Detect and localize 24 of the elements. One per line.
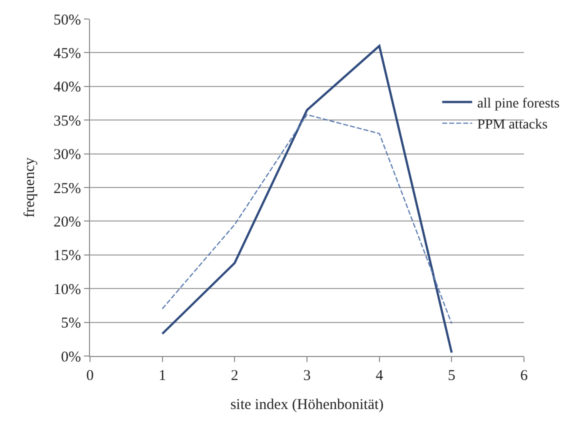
- legend-label: PPM attacks: [477, 118, 548, 133]
- y-axis-title: frequency: [22, 157, 38, 218]
- x-tick-label: 2: [230, 368, 238, 384]
- y-tick-label: 45%: [54, 46, 81, 62]
- y-tick-label: 5%: [61, 316, 81, 332]
- x-axis-title: site index (Höhenbonität): [230, 397, 384, 413]
- y-tick-label: 50%: [54, 12, 81, 28]
- y-tick-label: 35%: [54, 113, 81, 130]
- x-tick-label: 3: [303, 368, 311, 384]
- y-tick-label: 30%: [54, 147, 81, 164]
- legend-label: all pine forests: [477, 96, 560, 112]
- y-tick-label: 15%: [54, 248, 81, 264]
- x-tick-label: 4: [376, 368, 384, 384]
- x-tick-label: 1: [158, 368, 166, 384]
- x-tick-label: 5: [448, 368, 456, 384]
- y-tick-label: 20%: [54, 214, 81, 230]
- y-tick-label: 10%: [54, 282, 81, 298]
- y-tick-label: 0%: [61, 349, 81, 366]
- y-tick-label: 40%: [54, 80, 81, 96]
- y-tick-label: 25%: [54, 180, 81, 197]
- line-series: [162, 114, 452, 324]
- line-series: [161, 44, 453, 354]
- x-tick-label: 6: [520, 368, 528, 384]
- x-tick-label: 0: [86, 368, 94, 384]
